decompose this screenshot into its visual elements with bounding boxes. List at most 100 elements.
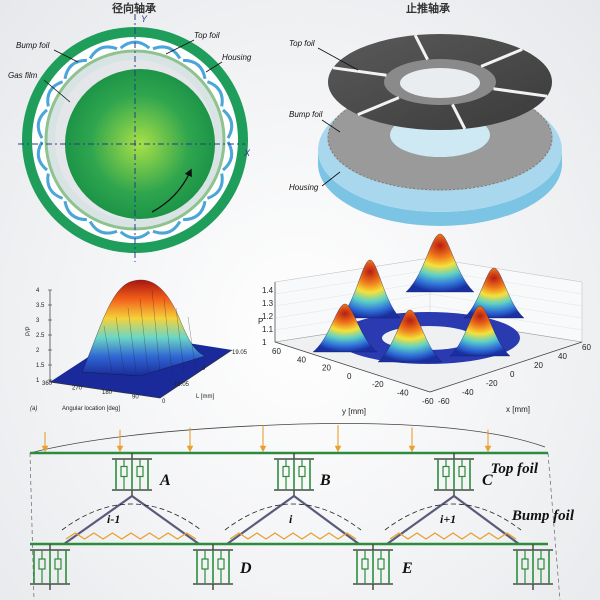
radial-title: 径向轴承 bbox=[112, 1, 157, 15]
bump-springs bbox=[65, 532, 517, 540]
left-l-ticks: 19.05 0 -19.05 bbox=[172, 350, 248, 388]
unit-damper bbox=[217, 558, 225, 570]
top-spring-damper bbox=[274, 453, 314, 496]
node-b: B bbox=[319, 472, 331, 489]
right-y-tick: 0 bbox=[510, 370, 515, 379]
right-ylabel2: x [mm] bbox=[506, 405, 530, 414]
left-z-tick: 3 bbox=[36, 318, 40, 324]
left-mesh-line bbox=[127, 307, 137, 373]
unit-damper bbox=[458, 465, 466, 478]
right-y-ticks: -60 -40 -20 0 20 40 60 bbox=[438, 343, 591, 406]
bump-link bbox=[131, 495, 200, 545]
unit-damper bbox=[521, 558, 529, 570]
x-axis-label: X bbox=[243, 148, 251, 158]
left-mesh-line bbox=[139, 298, 149, 373]
left-llabel: L [mm] bbox=[196, 394, 214, 400]
bump-arc bbox=[36, 141, 48, 172]
unit-damper bbox=[361, 558, 369, 570]
thrust-label-bump-foil: Bump foil bbox=[289, 110, 323, 119]
right-z-tick: 1 bbox=[262, 338, 267, 347]
leader-housing bbox=[205, 61, 223, 73]
thrust-label-housing: Housing bbox=[289, 183, 319, 192]
pressure-peak bbox=[463, 267, 525, 319]
leader-gas-film bbox=[43, 79, 71, 103]
bump-spring bbox=[389, 532, 517, 540]
radial-bearing: 径向轴承 Y X Bump foil Top foil Housing Gas … bbox=[8, 1, 252, 262]
bottom-spring-damper bbox=[30, 544, 70, 590]
pad-gap bbox=[480, 47, 523, 68]
label-gas-film: Gas film bbox=[8, 71, 38, 80]
bump-arc bbox=[88, 220, 118, 235]
left-mesh-line bbox=[163, 298, 173, 373]
label-top-foil: Top foil bbox=[194, 31, 220, 40]
bump-arcs bbox=[61, 503, 522, 531]
left-mesh-line bbox=[175, 307, 185, 373]
pressure-peak bbox=[312, 303, 378, 353]
right-ylabel: P bbox=[258, 317, 263, 326]
label-model-bump-foil: Bump foil bbox=[511, 508, 575, 524]
left-mesh-line bbox=[103, 325, 113, 373]
right-pressure-peaks bbox=[312, 233, 525, 363]
pad-gap bbox=[413, 34, 429, 61]
unit-damper bbox=[54, 558, 62, 570]
bump-foil-ring bbox=[36, 40, 234, 240]
top-foil-hole bbox=[400, 68, 480, 98]
left-l-tick: 0 bbox=[202, 366, 206, 372]
bump-arc bbox=[63, 200, 87, 222]
left-z-tick: 1.5 bbox=[36, 363, 45, 369]
right-z-tick: 1.1 bbox=[262, 325, 274, 334]
foil-model: Top foil Bump foil A B C D E i-1 i i+1 bbox=[29, 423, 575, 600]
segment-i-plus-1: i+1 bbox=[440, 512, 456, 526]
right-z-tick: 1.2 bbox=[262, 312, 274, 321]
bump-arc bbox=[119, 230, 151, 240]
bump-arc bbox=[63, 58, 87, 80]
leader-top-foil bbox=[165, 39, 195, 55]
left-pressure-surface bbox=[81, 279, 206, 377]
bump-link bbox=[63, 495, 133, 545]
bump-arc bbox=[384, 503, 522, 531]
left-z-tick: 4 bbox=[36, 288, 40, 294]
bump-link bbox=[386, 495, 455, 545]
node-d: D bbox=[239, 560, 252, 577]
right-x-tick: -60 bbox=[422, 397, 434, 406]
left-z-tick: 3.5 bbox=[36, 303, 45, 309]
thrust-leader-housing bbox=[321, 171, 341, 187]
thrust-bearing: 止推轴承 Top foil Bump foil Housing bbox=[289, 1, 562, 226]
pad-gap bbox=[357, 96, 400, 117]
left-floor-edges bbox=[49, 349, 233, 399]
left-z-ticks: 4 3.5 3 2.5 2 1.5 1 bbox=[36, 288, 52, 384]
pad-gap bbox=[493, 87, 548, 98]
node-a: A bbox=[159, 472, 171, 489]
left-z-tick: 2.5 bbox=[36, 333, 45, 339]
right-y-tick: 40 bbox=[558, 352, 567, 361]
pad-gap bbox=[332, 66, 387, 77]
thrust-label-top-foil: Top foil bbox=[289, 39, 315, 48]
node-c: C bbox=[482, 472, 493, 489]
bump-arc bbox=[206, 80, 224, 107]
unit-damper bbox=[377, 558, 385, 570]
left-x-tick: 90 bbox=[132, 395, 139, 401]
bump-arc bbox=[183, 200, 207, 222]
right-x-tick: -40 bbox=[397, 389, 409, 398]
bottom-spring-damper bbox=[353, 544, 393, 590]
bump-link bbox=[453, 495, 520, 545]
top-spring-damper bbox=[434, 453, 474, 496]
bump-arc bbox=[88, 45, 118, 60]
load-arrows bbox=[41, 425, 492, 453]
left-l-tick: 19.05 bbox=[232, 350, 248, 356]
right-x-tick: 0 bbox=[347, 372, 352, 381]
left-x-ticks: 360 270 180 90 0 bbox=[42, 381, 166, 405]
y-axis-label: Y bbox=[141, 14, 148, 24]
right-z-tick: 1.3 bbox=[262, 299, 274, 308]
bump-arc bbox=[152, 45, 182, 60]
bump-arc bbox=[46, 173, 64, 200]
segment-i-1: i-1 bbox=[107, 512, 120, 526]
bump-link bbox=[226, 495, 295, 545]
unit-damper bbox=[442, 465, 450, 478]
housing-base-side bbox=[318, 150, 562, 226]
right-x-tick: -20 bbox=[372, 380, 384, 389]
plot-left: 4 3.5 3 2.5 2 1.5 1 P/P 360 270 180 90 0 19.05 0 -19… bbox=[26, 279, 248, 412]
